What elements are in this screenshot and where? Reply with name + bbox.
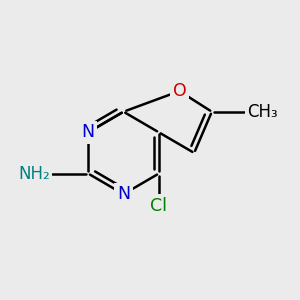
Text: Cl: Cl <box>150 197 167 215</box>
Text: N: N <box>82 123 95 141</box>
Text: CH₃: CH₃ <box>247 103 278 121</box>
Text: N: N <box>117 185 130 203</box>
Text: NH₂: NH₂ <box>18 165 50 183</box>
Text: O: O <box>172 82 186 100</box>
